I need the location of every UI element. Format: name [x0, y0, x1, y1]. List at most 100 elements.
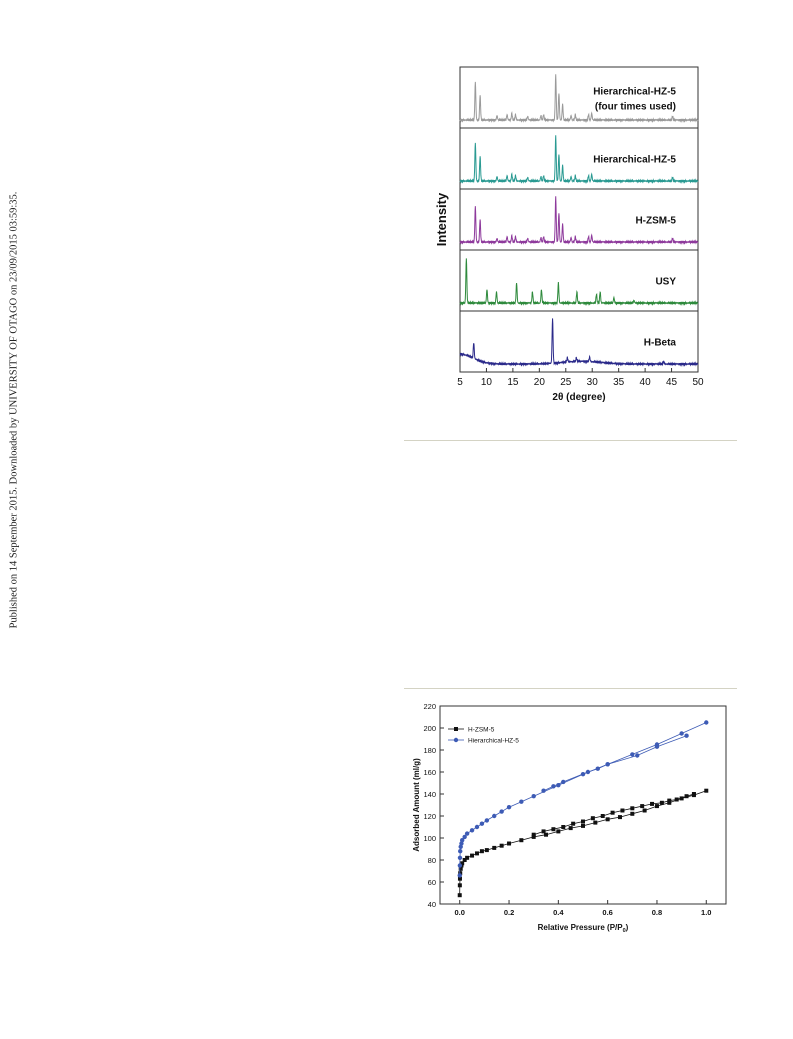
h-zsm-5-adsorption-point-27 [654, 804, 659, 809]
x-tick-label-10: 10 [481, 377, 493, 388]
hierarchical-hz-5-adsorption-point-15 [506, 805, 512, 810]
h-zsm-5-adsorption-point-6 [460, 861, 465, 866]
x-tick-label-35: 35 [613, 377, 625, 388]
y-tick-label-100: 100 [423, 834, 436, 843]
hierarchical-hz-5-adsorption-point-0 [457, 873, 462, 878]
hierarchical-hz-5-adsorption-point-23 [679, 731, 684, 736]
h-zsm-5-adsorption-point-13 [492, 845, 497, 850]
hierarchical-hz-5-adsorption-point-1 [457, 863, 463, 868]
h-zsm-5-desorption-point-17 [531, 832, 536, 837]
series-label-h-beta: H-Beta [644, 338, 677, 349]
h-zsm-5-adsorption-point-21 [581, 823, 585, 828]
x-axis-label: 2θ (degree) [552, 392, 605, 403]
hierarchical-hz-5-adsorption-point-16 [519, 799, 524, 804]
h-zsm-5-desorption-point-12 [581, 819, 585, 824]
hierarchical-hz-5-adsorption-point-12 [484, 818, 490, 823]
h-zsm-5-adsorption-point-29 [679, 796, 684, 801]
xrd-pattern-h-beta [459, 318, 699, 367]
legend-label-hierarchical-hz-5: Hierarchical-HZ-5 [468, 738, 519, 745]
hierarchical-hz-5-adsorption-point-14 [499, 809, 504, 814]
hierarchical-hz-5-adsorption-point-13 [492, 813, 497, 819]
hierarchical-hz-5-adsorption-point-7 [462, 834, 467, 840]
h-zsm-5-adsorption-point-28 [667, 800, 672, 805]
series-label-usy: USY [655, 277, 676, 288]
h-zsm-5-desorption-point-10 [600, 814, 605, 818]
h-zsm-5-adsorption-point-1 [457, 883, 462, 888]
x-axis-label: Relative Pressure (P/P0) [538, 923, 629, 934]
legend-marker-hierarchical-hz-5 [453, 737, 459, 743]
h-zsm-5-adsorption-point-22 [593, 820, 598, 825]
h-zsm-5-adsorption-point-11 [479, 849, 484, 854]
xrd-chart: Hierarchical-HZ-5 (four times used) Hierar… [434, 66, 704, 403]
hierarchical-hz-5-desorption-point-7 [551, 784, 556, 789]
x-tick-label-0-4: 0.4 [553, 908, 564, 917]
hierarchical-hz-5-adsorption-point-3 [458, 849, 463, 854]
h-zsm-5-adsorption-point-25 [630, 811, 635, 816]
download-watermark: Published on 14 September 2015. Download… [3, 185, 25, 635]
legend-label-h-zsm-5: H-ZSM-5 [468, 727, 495, 734]
hierarchical-hz-5-desorption-point-6 [561, 779, 566, 785]
h-zsm-5-adsorption-point-10 [474, 851, 479, 856]
panel-frame-h-beta [459, 310, 699, 373]
download-watermark-text: Published on 14 September 2015. Download… [8, 191, 20, 629]
isotherm-chart: 40 60 80 100 120 140 160 180 200 220 0.0 0.2 0.4 0.6 0… [412, 702, 727, 934]
h-zsm-5-desorption-point-9 [610, 810, 615, 815]
hierarchical-hz-5-desorption-point-1 [654, 744, 660, 749]
h-zsm-5-adsorption-point-2 [457, 876, 462, 881]
plot-frame [439, 705, 727, 905]
xrd-pattern-usy [459, 258, 699, 306]
xrd-pattern-hierarchical-hz-5-four-times-used [459, 74, 699, 123]
series-label-hierarchical-hz-5-four-times-used: Hierarchical-HZ-5 [593, 87, 676, 98]
series-label-hierarchical-hz-5-four-times-used-line2: (four times used) [595, 102, 676, 113]
h-zsm-5-adsorption-point-16 [519, 838, 524, 843]
series-label-hierarchical-hz-5: Hierarchical-HZ-5 [593, 155, 676, 166]
hierarchical-hz-5-adsorption-point-17 [531, 794, 536, 799]
h-zsm-5-desorption-point-16 [541, 829, 546, 834]
h-zsm-5-desorption-point-1 [684, 794, 689, 799]
hierarchical-hz-5-adsorption-point-4 [458, 844, 463, 849]
x-tick-label-0-6: 0.6 [602, 908, 612, 917]
h-zsm-5-desorption-point-0 [691, 792, 696, 796]
h-zsm-5-desorption-point-4 [659, 800, 664, 805]
h-zsm-5-adsorption-point-24 [617, 815, 622, 820]
h-zsm-5-adsorption-point-17 [531, 834, 536, 839]
y-tick-label-180: 180 [423, 746, 436, 755]
h-zsm-5-adsorption-point-4 [458, 866, 463, 871]
x-tick-label-15: 15 [507, 377, 519, 388]
x-tick-label-40: 40 [640, 377, 652, 388]
series-label-h-zsm-5: H-ZSM-5 [635, 216, 676, 227]
h-zsm-5-desorption-point-14 [561, 825, 566, 829]
h-zsm-5-desorption-point-6 [640, 804, 645, 809]
y-tick-label-200: 200 [423, 724, 436, 733]
x-tick-label-5: 5 [457, 377, 463, 388]
xrd-pattern-h-zsm-5 [459, 196, 699, 245]
h-zsm-5-adsorption-point-19 [556, 829, 561, 834]
x-tick-label-45: 45 [666, 377, 678, 388]
figure-separator-bottom [404, 688, 737, 689]
hierarchical-hz-5-adsorption-point-24 [704, 720, 709, 725]
y-tick-label-40: 40 [428, 900, 436, 909]
hierarchical-hz-5-adsorption-point-5 [459, 841, 464, 846]
h-zsm-5-adsorption-line [459, 790, 707, 896]
h-zsm-5-desorption-point-7 [630, 806, 635, 811]
hierarchical-hz-5-desorption-point-2 [635, 753, 640, 758]
legend-marker-h-zsm-5 [454, 727, 458, 731]
hierarchical-hz-5-adsorption-point-18 [556, 783, 561, 788]
h-zsm-5-desorption-point-3 [667, 798, 672, 803]
x-tick-label-50: 50 [692, 377, 704, 388]
h-zsm-5-adsorption-point-15 [507, 841, 512, 846]
hierarchical-hz-5-desorption-point-3 [605, 762, 610, 767]
y-axis-label: Adsorbed Amount (ml/g) [412, 758, 421, 852]
x-tick-label-1-0: 1.0 [701, 908, 711, 917]
x-tick-label-0-0: 0.0 [455, 908, 465, 917]
h-zsm-5-adsorption-point-23 [605, 817, 610, 822]
h-zsm-5-desorption-point-8 [620, 808, 625, 813]
h-zsm-5-adsorption-point-8 [465, 855, 470, 860]
xrd-figure: Hierarchical-HZ-5 (four times used) Hierar… [420, 62, 720, 407]
hierarchical-hz-5-adsorption-point-8 [464, 831, 470, 836]
y-tick-label-80: 80 [428, 856, 436, 865]
hierarchical-hz-5-desorption-point-4 [595, 766, 600, 771]
h-zsm-5-desorption-point-5 [650, 801, 655, 806]
y-tick-label-160: 160 [423, 768, 436, 777]
hierarchical-hz-5-adsorption-point-11 [479, 821, 485, 826]
